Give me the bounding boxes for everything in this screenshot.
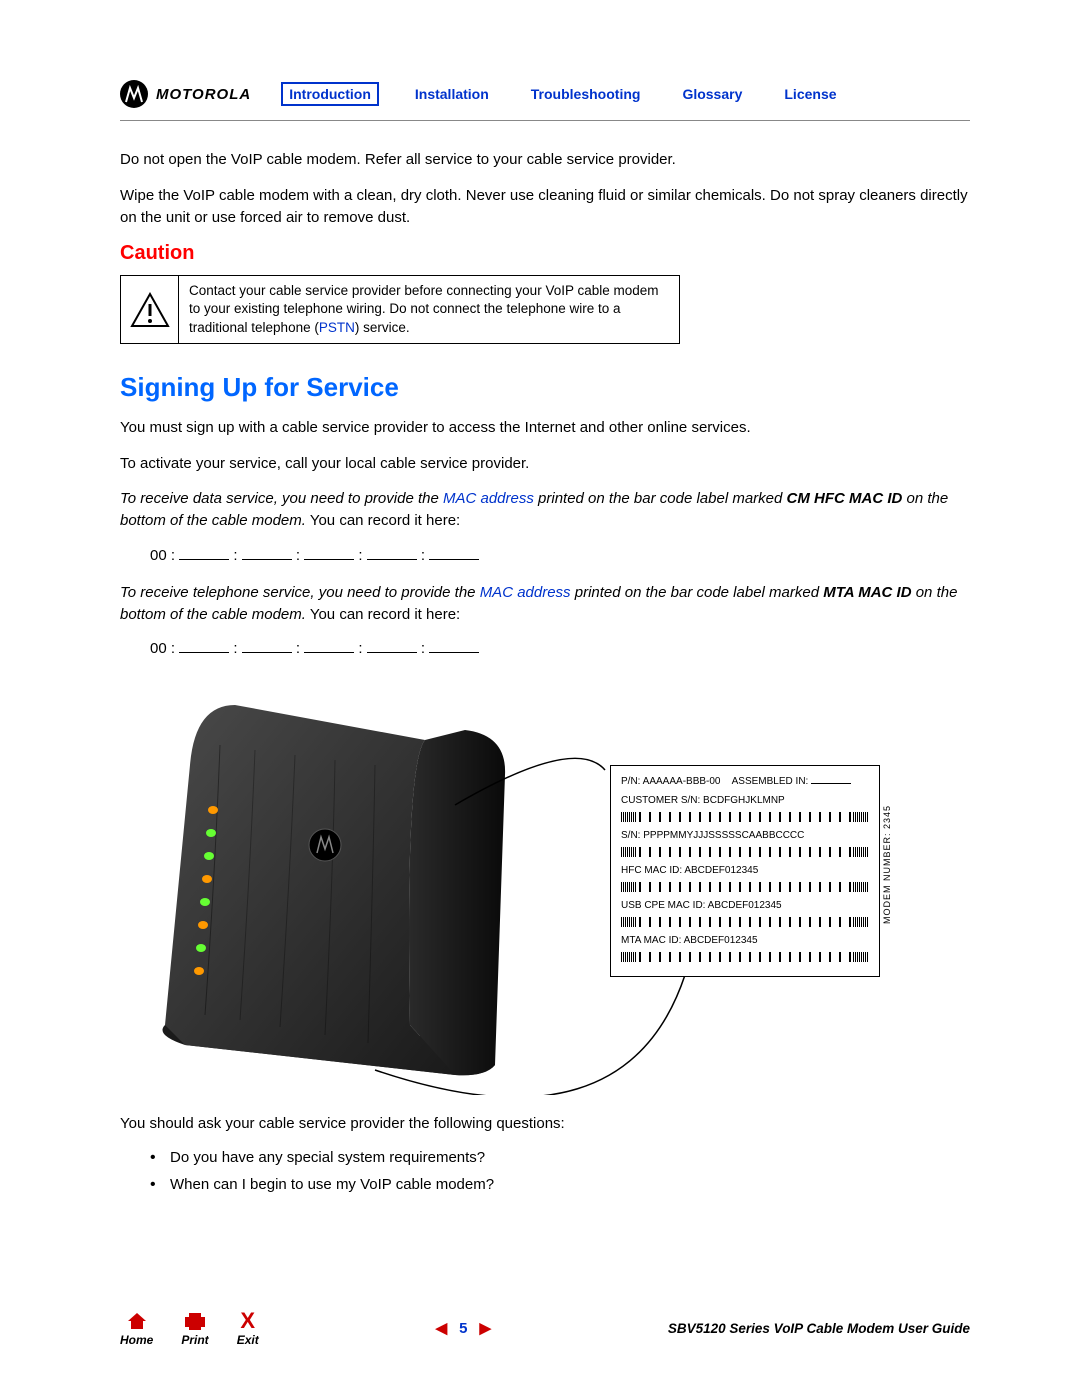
signup-p2: To activate your service, call your loca…	[120, 453, 970, 475]
print-button[interactable]: Print	[181, 1309, 208, 1347]
prev-page-arrow-icon[interactable]: ◀	[436, 1319, 448, 1337]
pstn-link[interactable]: PSTN	[319, 320, 355, 335]
record-here-1: You can record it here:	[306, 512, 460, 529]
question-2: When can I begin to use my VoIP cable mo…	[150, 1176, 970, 1193]
exit-icon: X	[240, 1309, 255, 1333]
mac-address-link-1[interactable]: MAC address	[443, 490, 534, 507]
barcode-label-box: P/N: AAAAAA-BBB-00 ASSEMBLED IN: CUSTOME…	[610, 765, 880, 977]
mac-seg	[304, 546, 354, 560]
print-label: Print	[181, 1333, 208, 1347]
page-navigator: ◀ 5 ▶	[436, 1319, 491, 1337]
mac-seg	[429, 546, 479, 560]
intro-paragraph-2: Wipe the VoIP cable modem with a clean, …	[120, 185, 970, 229]
mac-prefix-1: 00 :	[150, 547, 175, 564]
barcode-5	[621, 952, 869, 962]
telephone-service-note: To receive telephone service, you need t…	[120, 582, 970, 626]
questions-intro: You should ask your cable service provid…	[120, 1113, 970, 1135]
home-icon	[126, 1309, 148, 1333]
mac-seg	[367, 639, 417, 653]
question-1: Do you have any special system requireme…	[150, 1149, 970, 1166]
header-row: MOTOROLA Introduction Installation Troub…	[120, 80, 970, 108]
mac-seg	[429, 639, 479, 653]
mac-prefix-2: 00 :	[150, 640, 175, 657]
mac-entry-line-1: 00 : : : : :	[150, 546, 970, 564]
footer: Home Print X Exit ◀ 5 ▶ SBV5120 Series V…	[120, 1309, 970, 1347]
modem-number-vertical: MODEM NUMBER: 2345	[882, 805, 892, 924]
mac-entry-line-2: 00 : : : : :	[150, 639, 970, 657]
nav-installation[interactable]: Installation	[409, 84, 495, 104]
barcode-3	[621, 882, 869, 892]
home-button[interactable]: Home	[120, 1309, 153, 1347]
brand-name: MOTOROLA	[156, 86, 251, 103]
caution-text-post: ) service.	[355, 320, 410, 335]
exit-button[interactable]: X Exit	[237, 1309, 259, 1347]
cm-hfc-label: CM HFC MAC ID	[787, 490, 903, 507]
label-cust-sn: CUSTOMER S/N: BCDFGHJKLMNP	[621, 793, 869, 808]
record-here-2: You can record it here:	[306, 606, 460, 623]
mac-seg	[242, 546, 292, 560]
mac-address-link-2[interactable]: MAC address	[480, 584, 571, 601]
data-mid-1: printed on the bar code label marked	[534, 490, 787, 507]
caution-heading: Caution	[120, 242, 970, 265]
barcode-1	[621, 812, 869, 822]
data-pre: To receive data service, you need to pro…	[120, 490, 443, 507]
nav-glossary[interactable]: Glossary	[676, 84, 748, 104]
motorola-logo-icon	[120, 80, 148, 108]
label-sn: S/N: PPPPMMYJJJSSSSSCAABBCCCC	[621, 828, 869, 843]
questions-list: Do you have any special system requireme…	[150, 1149, 970, 1193]
nav-license[interactable]: License	[778, 84, 842, 104]
data-service-note: To receive data service, you need to pro…	[120, 488, 970, 532]
intro-paragraph-1: Do not open the VoIP cable modem. Refer …	[120, 149, 970, 171]
mac-seg	[242, 639, 292, 653]
tel-pre: To receive telephone service, you need t…	[120, 584, 480, 601]
nav-troubleshooting[interactable]: Troubleshooting	[525, 84, 647, 104]
section-heading-signup: Signing Up for Service	[120, 372, 970, 403]
assembled-blank	[811, 783, 851, 784]
mac-seg	[367, 546, 417, 560]
warning-triangle-icon	[130, 292, 170, 328]
caution-box: Contact your cable service provider befo…	[120, 275, 680, 344]
page-number: 5	[459, 1320, 467, 1337]
footer-buttons: Home Print X Exit	[120, 1309, 259, 1347]
print-icon	[182, 1309, 208, 1333]
caution-text: Contact your cable service provider befo…	[179, 276, 679, 343]
label-hfc: HFC MAC ID: ABCDEF012345	[621, 863, 869, 878]
home-label: Home	[120, 1333, 153, 1347]
next-page-arrow-icon[interactable]: ▶	[479, 1319, 491, 1337]
guide-title: SBV5120 Series VoIP Cable Modem User Gui…	[668, 1321, 970, 1336]
modem-diagram: P/N: AAAAAA-BBB-00 ASSEMBLED IN: CUSTOME…	[120, 675, 970, 1095]
barcode-2	[621, 847, 869, 857]
label-pn: P/N: AAAAAA-BBB-00	[621, 776, 721, 787]
brand-logo: MOTOROLA	[120, 80, 251, 108]
exit-label: Exit	[237, 1333, 259, 1347]
label-mta: MTA MAC ID: ABCDEF012345	[621, 933, 869, 948]
mac-seg	[304, 639, 354, 653]
label-assembled: ASSEMBLED IN:	[732, 776, 809, 787]
caution-text-pre: Contact your cable service provider befo…	[189, 283, 659, 334]
barcode-4	[621, 917, 869, 927]
mta-label: MTA MAC ID	[823, 584, 911, 601]
header-divider	[120, 120, 970, 121]
mac-seg	[179, 546, 229, 560]
data-mid-2: printed on the bar code label marked	[571, 584, 824, 601]
mac-seg	[179, 639, 229, 653]
label-pn-row: P/N: AAAAAA-BBB-00 ASSEMBLED IN:	[621, 774, 869, 789]
nav-introduction[interactable]: Introduction	[281, 82, 379, 106]
signup-p1: You must sign up with a cable service pr…	[120, 417, 970, 439]
label-usb: USB CPE MAC ID: ABCDEF012345	[621, 898, 869, 913]
caution-icon-cell	[121, 276, 179, 343]
